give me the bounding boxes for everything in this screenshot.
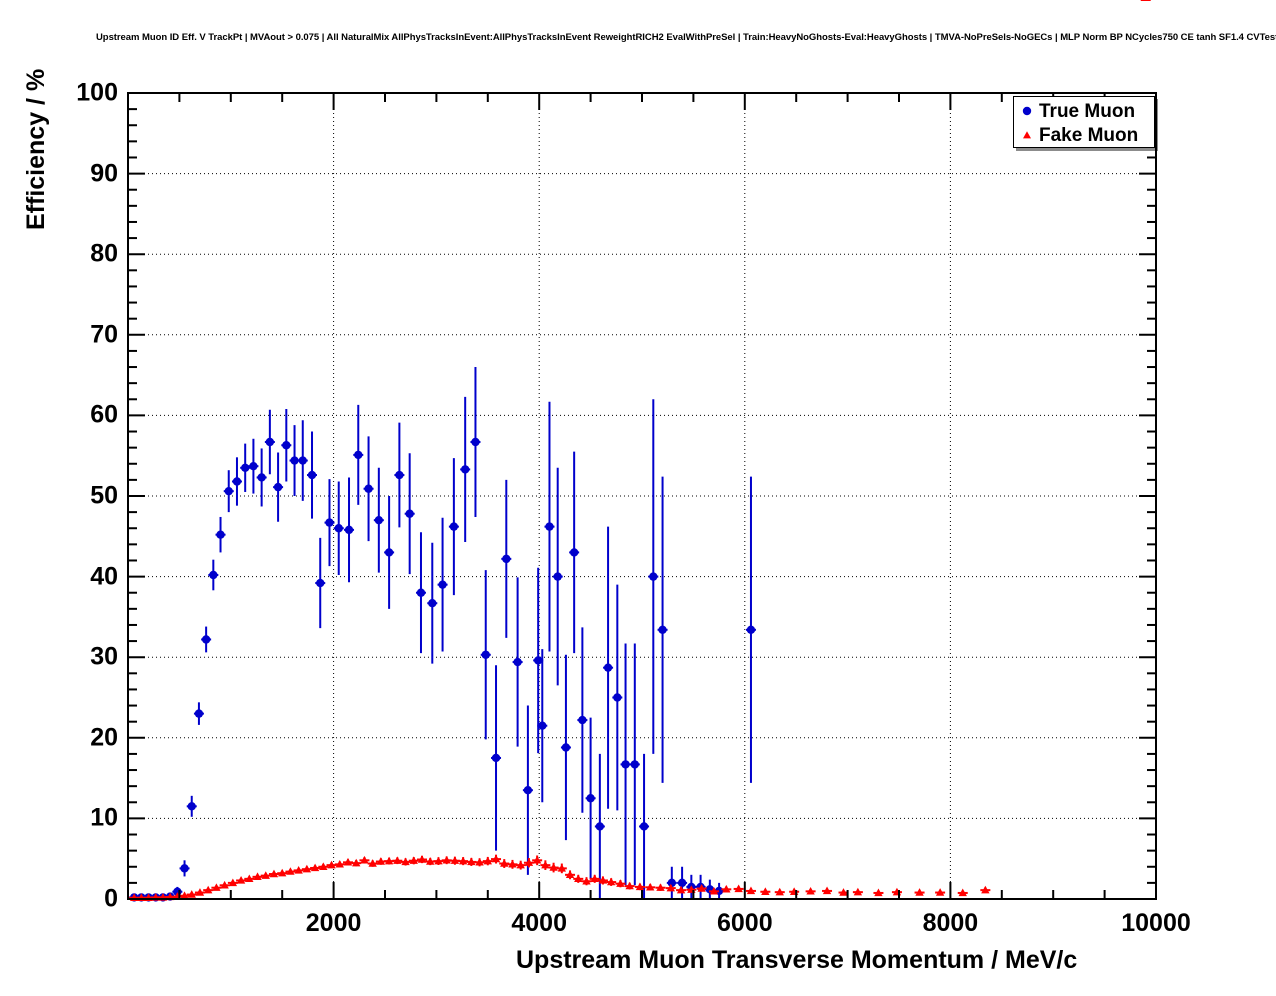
filled-circle-icon xyxy=(1020,104,1036,118)
y-tick-label: 40 xyxy=(90,562,118,591)
legend-label-true-muon: True Muon xyxy=(1039,100,1136,122)
x-axis-title: Upstream Muon Transverse Momentum / MeV/… xyxy=(516,946,1078,974)
y-tick-label: 20 xyxy=(90,723,118,752)
legend-entry-true-muon: True Muon xyxy=(1020,99,1135,123)
legend-entry-fake-muon: Fake Muon xyxy=(1020,123,1138,147)
legend-label-fake-muon: Fake Muon xyxy=(1039,124,1139,146)
x-tick-label: 10000 xyxy=(1121,909,1191,937)
y-tick-label: 50 xyxy=(90,481,118,510)
x-tick-label: 4000 xyxy=(511,909,567,937)
series-true-muon xyxy=(129,367,756,902)
y-tick-label: 30 xyxy=(90,642,118,671)
y-tick-label: 60 xyxy=(90,400,118,429)
y-tick-label: 10 xyxy=(90,803,118,832)
x-tick-label: 2000 xyxy=(305,909,362,937)
series-fake-muon xyxy=(129,0,1151,901)
x-tick-label: 6000 xyxy=(716,909,773,937)
y-tick-label: 70 xyxy=(90,320,118,349)
gridlines xyxy=(128,93,1156,899)
y-tick-label: 90 xyxy=(90,159,118,188)
legend: True Muon Fake Muon xyxy=(1013,96,1155,148)
page-title: Upstream Muon ID Eff. V TrackPt | MVAout… xyxy=(96,32,1276,43)
x-tick-label: 8000 xyxy=(922,909,979,937)
y-tick-label: 100 xyxy=(76,78,118,107)
axis-frame xyxy=(127,92,1157,900)
axis-ticks xyxy=(127,92,1157,900)
data-points xyxy=(129,0,1151,902)
y-tick-label: 80 xyxy=(90,239,118,268)
y-tick-label: 0 xyxy=(104,884,118,913)
filled-triangle-icon xyxy=(1020,128,1036,142)
